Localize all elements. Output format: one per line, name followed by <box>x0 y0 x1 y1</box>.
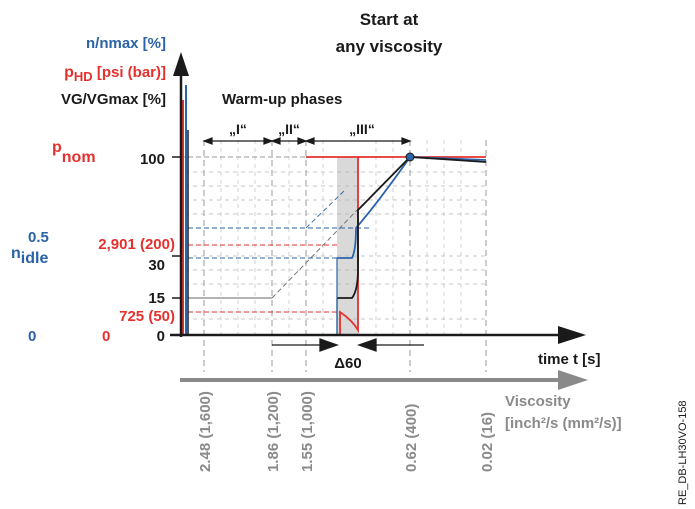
x-axis-arrowhead <box>558 326 586 344</box>
blue-curve <box>337 156 487 259</box>
y-ticks <box>172 156 181 299</box>
y-label-black: VG/VGmax [%] <box>61 91 166 108</box>
value-100: 100 <box>140 151 165 168</box>
delta60-band <box>337 157 359 334</box>
value-15: 15 <box>148 290 165 307</box>
value-725: 725 (50) <box>119 308 175 325</box>
viscosity-tick-label: 1.86 (1,200) <box>265 391 282 472</box>
y-label-red-unit: [psi (bar)] <box>97 64 166 81</box>
delta60-label: Δ60 <box>334 355 361 372</box>
curves <box>306 156 487 334</box>
nidle-label: nidle <box>11 245 48 267</box>
viscosity-label-line2: [inch²/s (mm²/s)] <box>505 415 622 432</box>
warmup-label: Warm-up phases <box>222 91 342 108</box>
phase1-label: „I“ <box>229 121 247 137</box>
document-id: RE_DB-LH30VO-158 <box>677 400 689 505</box>
phase-arrows <box>202 137 412 145</box>
viscosity-label-line1: Viscosity <box>505 393 571 410</box>
y-label-red-sub: HD <box>74 69 93 84</box>
value-0-black: 0 <box>157 328 165 345</box>
title-line1: Start at <box>360 10 419 29</box>
viscosity-tick-label: 0.02 (16) <box>479 412 496 472</box>
viscosity-axis-arrowhead <box>558 370 588 390</box>
viscosity-ticks: 2.48 (1,600) 1.86 (1,200) 1.55 (1,000) 0… <box>197 391 496 472</box>
viscosity-tick-label: 2.48 (1,600) <box>197 391 214 472</box>
black-curve <box>337 156 487 299</box>
start-spike <box>182 85 189 334</box>
pnom-label: pnom <box>52 139 96 166</box>
nidle-n: n <box>11 245 21 262</box>
y-label-blue: n/nmax [%] <box>86 35 166 52</box>
title-line2: any viscosity <box>336 37 443 56</box>
blue-ramp-dashed <box>305 189 346 229</box>
time-axis-label: time t [s] <box>538 351 601 368</box>
value-2901: 2,901 (200) <box>98 236 175 253</box>
convergence-point <box>405 152 415 162</box>
phase3-label: „III“ <box>349 121 375 137</box>
delta60-arrows <box>272 338 424 352</box>
grid-horizontal <box>185 171 486 320</box>
value-0-5: 0.5 <box>28 229 49 246</box>
red-curve <box>306 156 359 334</box>
viscosity-tick-label: 0.62 (400) <box>403 404 420 472</box>
nidle-sub: idle <box>21 250 49 267</box>
pnom-sub: nom <box>62 149 96 166</box>
phase2-label: „II“ <box>278 121 300 137</box>
value-0-blue: 0 <box>28 328 36 345</box>
y-label-red: pHD [psi (bar)] <box>64 64 166 84</box>
y-label-red-p: p <box>64 64 74 81</box>
pnom-p: p <box>52 139 62 156</box>
y-axis-arrowhead <box>173 52 189 76</box>
phase2-ramp <box>271 204 363 299</box>
ref-lines <box>188 227 370 313</box>
viscosity-tick-label: 1.55 (1,000) <box>299 391 316 472</box>
value-30: 30 <box>148 257 165 274</box>
value-0-red: 0 <box>102 328 110 345</box>
